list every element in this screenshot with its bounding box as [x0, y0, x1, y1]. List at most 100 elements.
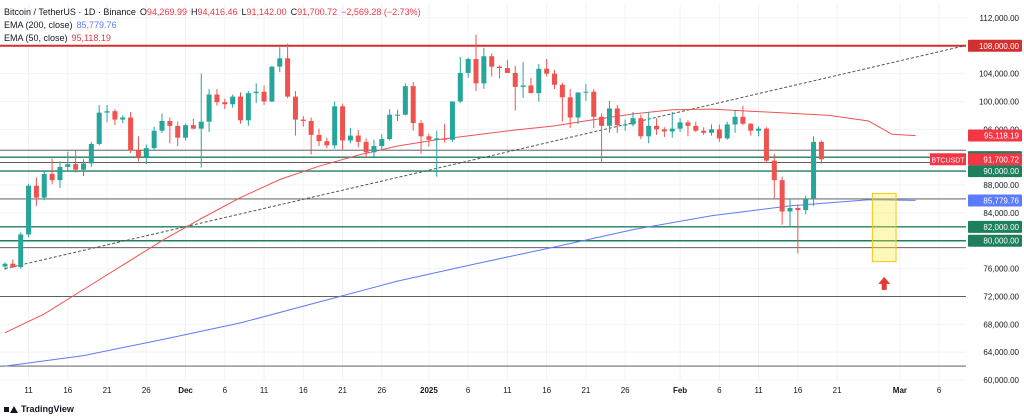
candle-body	[88, 143, 94, 164]
candle	[230, 94, 236, 108]
candle	[787, 198, 793, 227]
candle	[756, 126, 762, 137]
candle	[379, 134, 385, 151]
price-tag-text: 91,700.72	[983, 155, 1019, 164]
candle	[2, 262, 8, 270]
high-label: H	[190, 7, 198, 17]
y-tick-label: 88,000.00	[983, 181, 1019, 190]
candle-body	[73, 164, 79, 170]
y-tick-label: 72,000.00	[983, 292, 1019, 301]
candle	[277, 47, 283, 73]
candle-body	[740, 116, 746, 124]
y-tick-label: 64,000.00	[983, 348, 1019, 357]
horizontal-levels	[0, 44, 966, 367]
candle	[292, 91, 298, 136]
support-tag-text: 90,000.00	[983, 167, 1019, 176]
candle-body	[41, 173, 47, 198]
candle-body	[308, 120, 314, 135]
candle	[324, 137, 330, 149]
trendline-layer	[4, 43, 971, 270]
candle	[685, 120, 691, 137]
candle-body	[33, 185, 39, 198]
ema200-label: EMA (200, close)	[4, 20, 73, 30]
candle	[426, 133, 432, 147]
price-tag[interactable]: 85,779.76	[968, 194, 1022, 207]
candle	[269, 65, 275, 103]
candle-body	[104, 111, 110, 113]
candle-body	[395, 114, 400, 116]
resistance-tag[interactable]: 108,000.00	[968, 39, 1022, 52]
candle-body	[324, 141, 330, 146]
candle-body	[701, 130, 707, 133]
candle-body	[230, 96, 236, 105]
candle	[661, 127, 667, 137]
candle-body	[449, 101, 455, 140]
candle	[371, 139, 377, 157]
candle	[135, 136, 141, 162]
candle	[300, 116, 306, 127]
symbol-title[interactable]: Bitcoin / TetherUS · 1D · Binance	[4, 7, 136, 17]
price-tag[interactable]: 91,700.72	[968, 153, 1022, 166]
candle-body	[245, 93, 251, 121]
symbol-badge-text: BTCUSDT	[931, 157, 965, 164]
candle-body	[253, 91, 259, 94]
candle-body	[167, 120, 173, 126]
candle	[159, 113, 165, 133]
candle-body	[716, 129, 722, 139]
candle	[214, 88, 220, 106]
candle	[724, 121, 730, 140]
price-tag[interactable]: 95,118.19	[968, 129, 1022, 142]
candle	[253, 83, 259, 103]
candle-body	[363, 141, 369, 153]
candle	[575, 92, 581, 124]
legend-ema50-row[interactable]: EMA (50, close) 95,118.19	[4, 32, 421, 45]
candle	[614, 104, 620, 133]
candle-body	[49, 173, 55, 181]
candle-body	[763, 128, 769, 161]
candle	[285, 43, 291, 98]
candle-body	[779, 180, 785, 212]
support-tag-bg	[968, 165, 1022, 178]
candle-body	[159, 120, 165, 131]
legend-ema200-row[interactable]: EMA (200, close) 85,779.76	[4, 19, 421, 32]
support-tag[interactable]: 90,000.00	[968, 165, 1022, 178]
trendline	[4, 43, 971, 270]
candle	[622, 119, 628, 131]
x-tick-label: Feb	[673, 386, 687, 395]
candle	[198, 73, 204, 168]
candle-body	[787, 208, 793, 212]
candle-body	[379, 139, 385, 147]
support-tag[interactable]: 82,000.00	[968, 220, 1022, 233]
x-tick-label: 16	[63, 386, 72, 395]
candle	[795, 204, 801, 254]
price-tags: 108,000.0092,000.0090,000.0082,000.0080,…	[930, 39, 1022, 247]
candle	[190, 118, 196, 130]
candle	[57, 161, 63, 188]
candle-body	[803, 198, 809, 211]
candle-body	[151, 130, 157, 149]
support-tag-text: 82,000.00	[983, 223, 1019, 232]
candle-body	[442, 138, 448, 140]
price-tag-bg	[968, 153, 1022, 166]
candle	[803, 195, 809, 215]
x-tick-label: 16	[793, 386, 802, 395]
candle	[340, 103, 346, 151]
up-arrow-icon	[878, 276, 891, 290]
candle	[245, 91, 251, 126]
price-axis: 112,000.00 108,000.00 104,000.00 100,000.00…	[966, 0, 1024, 420]
candle	[33, 177, 39, 206]
support-tag[interactable]: 80,000.00	[968, 234, 1022, 247]
tradingview-logo[interactable]: TradingView	[4, 404, 74, 414]
candle-body	[410, 86, 416, 124]
legend-ohlc-row: Bitcoin / TetherUS · 1D · Binance O 94,26…	[4, 6, 421, 19]
candle	[222, 98, 228, 110]
candle-body	[222, 102, 228, 105]
candle	[701, 127, 707, 135]
candle	[669, 111, 675, 138]
y-tick-label: 112,000.00	[980, 14, 1020, 23]
candle-body	[128, 117, 134, 151]
candle	[128, 111, 134, 154]
candle-body	[732, 116, 738, 125]
tradingview-text: TradingView	[21, 404, 74, 414]
